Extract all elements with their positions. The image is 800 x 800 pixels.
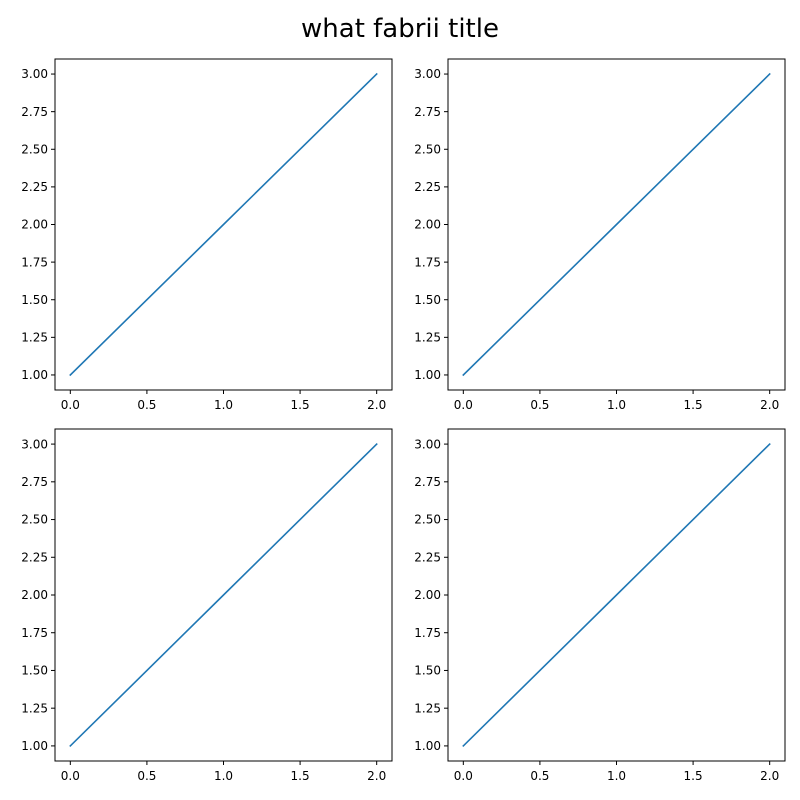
- y-tick-label: 1.75: [414, 255, 441, 269]
- y-tick-label: 3.00: [21, 67, 48, 81]
- y-tick-label: 1.00: [414, 368, 441, 382]
- x-tick-label: 1.0: [214, 769, 233, 783]
- subplot-4: 1.00 1.25 1.50 1.75 2.00 2.25 2.50 2.75 3.00 0.0 0…: [414, 428, 786, 783]
- y-tick-label: 1.75: [21, 626, 48, 640]
- x-tick-label: 0.5: [137, 769, 156, 783]
- y-tick-label: 3.00: [414, 437, 441, 451]
- y-tick-label: 1.25: [414, 331, 441, 345]
- x-tick-label: 1.0: [607, 769, 626, 783]
- y-tick-label: 1.25: [21, 701, 48, 715]
- series-line-3: [69, 442, 378, 748]
- y-tick-label: 1.50: [21, 293, 48, 307]
- x-tick-label: 0.0: [454, 398, 473, 412]
- x-tick-label: 1.0: [607, 398, 626, 412]
- y-tick-label: 2.50: [21, 513, 48, 527]
- subplot-3: 1.00 1.25 1.50 1.75 2.00 2.25 2.50 2.75 3.00 0.0 0…: [21, 428, 393, 783]
- y-tick-label: 2.75: [414, 105, 441, 119]
- y-tick-label: 1.75: [414, 626, 441, 640]
- x-tick-label: 2.0: [760, 769, 779, 783]
- y-tick-label: 2.75: [21, 475, 48, 489]
- x-tick-label: 2.0: [760, 398, 779, 412]
- y-tick-label: 1.50: [414, 293, 441, 307]
- x-tick-label: 0.0: [454, 769, 473, 783]
- x-tick-label: 2.0: [367, 769, 386, 783]
- y-tick-label: 2.00: [414, 218, 441, 232]
- figure-title: what fabrii title: [301, 14, 499, 44]
- x-tick-label: 1.5: [684, 398, 703, 412]
- y-tick-label: 1.25: [21, 331, 48, 345]
- x-tick-label: 1.5: [291, 769, 310, 783]
- series-line-2: [462, 72, 771, 377]
- y-tick-label: 2.00: [21, 218, 48, 232]
- y-tick-label: 3.00: [414, 67, 441, 81]
- x-tick-label: 0.0: [61, 769, 80, 783]
- y-tick-label: 1.25: [414, 701, 441, 715]
- x-tick-label: 2.0: [367, 398, 386, 412]
- subplot-grid: 1.00 1.25 1.50 1.75 2.00 2.25 2.50 2.75 3.00 0.0 0…: [21, 58, 786, 783]
- y-tick-label: 1.00: [21, 368, 48, 382]
- x-tick-label: 1.5: [684, 769, 703, 783]
- x-tick-label: 0.5: [137, 398, 156, 412]
- y-tick-label: 3.00: [21, 437, 48, 451]
- y-tick-label: 2.50: [414, 513, 441, 527]
- y-tick-label: 1.50: [414, 664, 441, 678]
- y-tick-label: 2.75: [414, 475, 441, 489]
- y-tick-label: 2.25: [21, 180, 48, 194]
- subplot-1: 1.00 1.25 1.50 1.75 2.00 2.25 2.50 2.75 3.00 0.0 0…: [21, 58, 393, 412]
- x-tick-label: 1.5: [291, 398, 310, 412]
- subplot-2: 1.00 1.25 1.50 1.75 2.00 2.25 2.50 2.75 3.00 0.0 0…: [414, 58, 786, 412]
- y-tick-label: 2.25: [414, 180, 441, 194]
- y-tick-label: 2.50: [21, 142, 48, 156]
- y-tick-label: 1.50: [21, 664, 48, 678]
- series-line-1: [69, 72, 378, 377]
- y-tick-label: 2.25: [414, 550, 441, 564]
- x-tick-label: 0.5: [530, 398, 549, 412]
- y-tick-label: 2.00: [21, 588, 48, 602]
- y-tick-label: 1.00: [414, 739, 441, 753]
- y-tick-label: 1.00: [21, 739, 48, 753]
- series-line-4: [462, 442, 771, 748]
- x-tick-label: 0.0: [61, 398, 80, 412]
- y-tick-label: 2.75: [21, 105, 48, 119]
- x-tick-label: 1.0: [214, 398, 233, 412]
- y-tick-label: 2.50: [414, 142, 441, 156]
- x-tick-label: 0.5: [530, 769, 549, 783]
- y-tick-label: 2.00: [414, 588, 441, 602]
- y-tick-label: 2.25: [21, 550, 48, 564]
- y-tick-label: 1.75: [21, 255, 48, 269]
